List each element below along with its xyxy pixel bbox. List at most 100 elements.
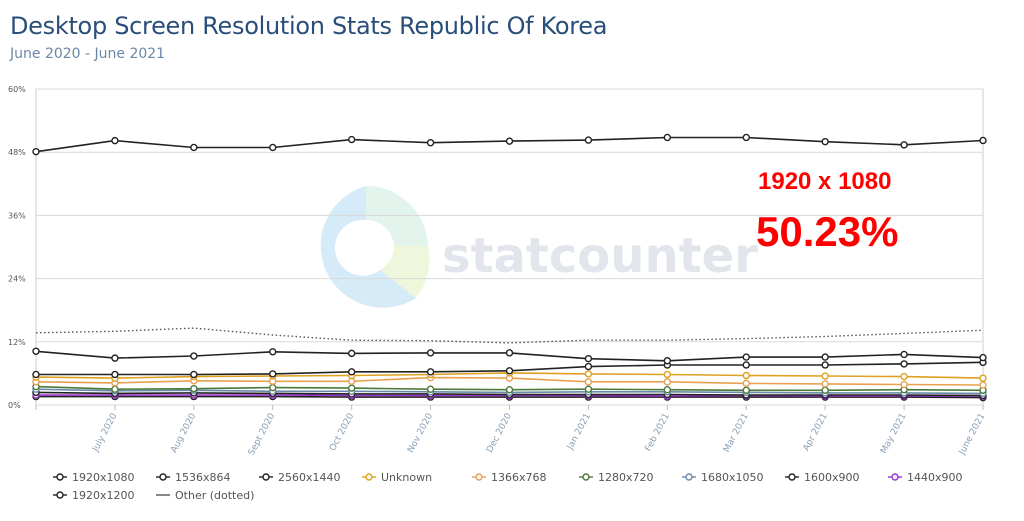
data-point xyxy=(269,370,277,378)
y-tick-label: 36% xyxy=(8,211,26,220)
x-tick-label: Mar 2021 xyxy=(722,412,751,454)
data-point xyxy=(821,372,829,380)
y-tick-label: 0% xyxy=(8,401,21,410)
data-point xyxy=(900,350,908,359)
series-1536x864 xyxy=(32,347,987,365)
data-point xyxy=(900,372,908,381)
data-point xyxy=(347,135,356,144)
data-point xyxy=(190,352,198,360)
data-point xyxy=(111,385,119,393)
series-other-dotted xyxy=(35,327,984,344)
legend-marker-icon xyxy=(471,472,487,482)
x-tick-label: June 2021 xyxy=(957,412,988,458)
series-line xyxy=(35,327,984,344)
y-tick-label: 24% xyxy=(8,275,26,284)
x-tick-label: Apr 2021 xyxy=(802,412,830,453)
highlight-series-value: 50.23% xyxy=(756,208,899,255)
data-point xyxy=(111,370,119,379)
legend-marker-icon xyxy=(887,472,903,482)
data-point xyxy=(32,147,40,156)
legend-item-1920x1080[interactable]: 1920x1080 xyxy=(52,468,155,486)
legend-item-1600x900[interactable]: 1600x900 xyxy=(784,468,887,486)
data-point xyxy=(821,353,829,361)
data-point xyxy=(663,378,672,386)
legend-label: 1920x1080 xyxy=(72,470,135,484)
legend-label: 1440x900 xyxy=(907,470,963,484)
series-1280x720 xyxy=(32,382,987,394)
legend-marker-icon xyxy=(155,490,171,500)
legend-marker-icon xyxy=(681,472,697,482)
legend-item-1920x1200[interactable]: 1920x1200 xyxy=(52,486,155,504)
data-point xyxy=(505,386,514,394)
legend-label: 1920x1200 xyxy=(72,488,135,502)
x-tick-label: Aug 2020 xyxy=(169,411,198,454)
data-point xyxy=(584,370,593,378)
statcounter-logo-icon xyxy=(320,185,430,308)
legend-item-1440x900[interactable]: 1440x900 xyxy=(887,468,990,486)
data-point xyxy=(742,353,750,361)
chart-subtitle: June 2020 - June 2021 xyxy=(10,46,166,62)
data-point xyxy=(900,360,908,368)
data-point xyxy=(979,353,987,362)
legend-label: Other (dotted) xyxy=(175,488,255,502)
data-point xyxy=(505,367,514,375)
legend-marker-icon xyxy=(155,472,171,482)
legend-label: Unknown xyxy=(381,470,433,484)
data-point xyxy=(190,370,198,379)
data-point xyxy=(742,379,750,388)
data-point xyxy=(190,384,198,393)
legend-marker-icon xyxy=(784,472,800,482)
data-point xyxy=(505,349,514,357)
x-tick-label: Nov 2020 xyxy=(406,411,435,454)
data-point xyxy=(190,143,198,152)
chart-title: Desktop Screen Resolution Stats Republic… xyxy=(10,12,608,40)
data-point xyxy=(979,381,987,389)
data-point xyxy=(584,378,593,386)
data-point xyxy=(32,347,40,355)
data-point xyxy=(742,371,750,380)
legend-label: 1536x864 xyxy=(175,470,231,484)
data-point xyxy=(900,141,908,149)
data-point xyxy=(663,357,672,365)
legend-label: 1600x900 xyxy=(804,470,860,484)
highlight-series-label: 1920 x 1080 xyxy=(758,168,892,195)
legend-item-1280x720[interactable]: 1280x720 xyxy=(578,468,681,486)
legend-item-2560x1440[interactable]: 2560x1440 xyxy=(258,468,361,486)
legend-label: 2560x1440 xyxy=(278,470,341,484)
legend-item-1536x864[interactable]: 1536x864 xyxy=(155,468,258,486)
legend-item-1680x1050[interactable]: 1680x1050 xyxy=(681,468,784,486)
series-2560x1440 xyxy=(32,358,987,379)
watermark-text: statcounter xyxy=(442,228,758,284)
legend-item-other-dotted[interactable]: Other (dotted) xyxy=(155,486,258,504)
data-point xyxy=(584,362,593,371)
x-tick-label: July 2020 xyxy=(91,411,120,454)
data-point xyxy=(269,348,277,356)
legend-item-1366x768[interactable]: 1366x768 xyxy=(471,468,578,486)
y-tick-label: 60% xyxy=(8,85,26,94)
data-point xyxy=(347,368,356,376)
data-point xyxy=(663,370,672,379)
y-tick-label: 12% xyxy=(8,338,26,347)
data-point xyxy=(900,380,908,389)
legend-marker-icon xyxy=(258,472,274,482)
data-point xyxy=(742,133,750,142)
data-point xyxy=(584,354,593,363)
data-point xyxy=(426,385,435,393)
data-point xyxy=(269,143,277,152)
legend-label: 1280x720 xyxy=(598,470,654,484)
series-1920x1080 xyxy=(32,133,987,156)
legend-item-unknown[interactable]: Unknown xyxy=(361,468,471,486)
data-point xyxy=(742,361,750,369)
chart-legend: 1920x1080 1536x864 2560x1440 Unknown 1366x76… xyxy=(52,468,1012,504)
x-tick-label: Dec 2020 xyxy=(485,411,514,454)
x-tick-label: Jan 2021 xyxy=(565,412,593,453)
y-tick-label: 48% xyxy=(8,148,26,157)
data-point xyxy=(426,349,435,357)
data-point xyxy=(505,137,514,145)
data-point xyxy=(663,386,672,394)
data-point xyxy=(663,133,672,142)
legend-marker-icon xyxy=(52,490,68,500)
data-point xyxy=(347,349,356,358)
data-point xyxy=(821,380,829,388)
